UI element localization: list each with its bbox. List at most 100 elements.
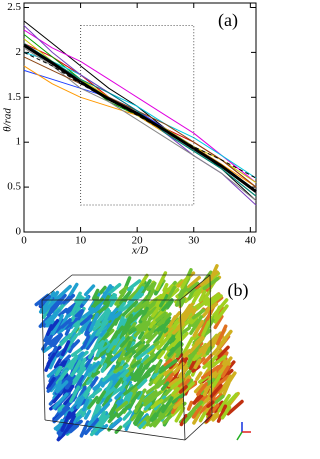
fiber (137, 330, 145, 340)
fiber (119, 336, 131, 348)
fiber (89, 376, 99, 389)
fiber (191, 405, 203, 419)
fiber (209, 383, 223, 398)
fiber (52, 385, 69, 404)
fiber (114, 289, 127, 306)
fiber (150, 398, 164, 410)
fiber (162, 413, 173, 425)
fiber (68, 424, 79, 434)
fiber (121, 403, 132, 412)
fiber (142, 389, 158, 403)
fiber (70, 294, 83, 316)
fiber (60, 340, 71, 357)
fiber (41, 334, 53, 351)
fiber (87, 395, 99, 410)
fiber (191, 308, 206, 320)
region-box (80, 24, 195, 206)
fiber (58, 307, 68, 317)
fiber (56, 284, 72, 300)
fiber (114, 425, 123, 434)
fiber (60, 411, 72, 432)
fiber (161, 298, 174, 312)
fiber (155, 311, 167, 323)
fiber (145, 379, 166, 395)
fiber (143, 353, 156, 365)
fiber (146, 283, 155, 291)
rendering (34, 264, 251, 442)
fiber (93, 322, 102, 331)
fiber (95, 414, 107, 428)
fiber (153, 348, 163, 359)
fiber (70, 346, 84, 357)
fiber (210, 403, 220, 414)
box-edge (184, 414, 213, 441)
axis-arrow (236, 431, 243, 441)
fiber (159, 287, 169, 301)
fiber (121, 383, 139, 397)
fiber (42, 344, 53, 353)
fiber (165, 285, 177, 303)
fiber (151, 403, 166, 423)
fiber (171, 393, 185, 404)
fiber (216, 404, 228, 423)
fiber (151, 369, 161, 379)
fiber (195, 371, 203, 381)
fiber (202, 353, 213, 366)
fiber (143, 401, 153, 411)
fiber (90, 305, 107, 320)
fiber (105, 354, 114, 366)
series-line (23, 51, 257, 179)
fiber (68, 342, 76, 354)
fiber (122, 313, 134, 329)
fiber (218, 368, 234, 382)
fiber (128, 327, 137, 335)
fiber (133, 411, 145, 426)
fiber (190, 344, 201, 358)
fiber (52, 392, 69, 410)
fiber (165, 342, 176, 351)
fiber (189, 315, 204, 335)
fiber (86, 307, 95, 317)
fiber (193, 382, 204, 394)
fiber (91, 370, 101, 378)
fiber (83, 386, 92, 398)
y-tick-label: 2.5 (7, 1, 21, 13)
fiber (192, 320, 204, 338)
fiber (213, 314, 224, 330)
fiber (130, 390, 141, 404)
fiber (165, 284, 174, 293)
fiber (52, 410, 66, 424)
fiber (220, 365, 230, 378)
fiber (152, 369, 165, 385)
fiber (119, 380, 128, 392)
x-tick-label: 40 (245, 235, 257, 247)
fiber (121, 300, 139, 317)
fiber (57, 333, 73, 349)
box-edge (41, 274, 73, 301)
fiber (187, 275, 201, 289)
fiber (123, 340, 142, 357)
fiber (158, 293, 169, 308)
panel-label: (b) (228, 280, 249, 301)
fiber (65, 413, 77, 432)
fiber (167, 315, 177, 329)
fiber (82, 398, 90, 412)
fiber (85, 363, 93, 375)
fiber (133, 343, 150, 359)
fiber (98, 411, 106, 421)
y-tick-label: 0.5 (7, 181, 21, 193)
fiber (158, 402, 177, 419)
fiber (98, 285, 107, 295)
fiber (214, 345, 230, 361)
fiber (186, 400, 194, 411)
fiber (156, 350, 166, 360)
x-tick-label: 30 (188, 235, 200, 247)
fiber (193, 358, 202, 370)
fiber (167, 341, 182, 357)
fiber (182, 306, 194, 322)
fiber (211, 413, 220, 422)
fiber (110, 311, 121, 321)
fiber (79, 314, 93, 326)
fiber (187, 287, 196, 301)
plot-frame (23, 2, 257, 233)
